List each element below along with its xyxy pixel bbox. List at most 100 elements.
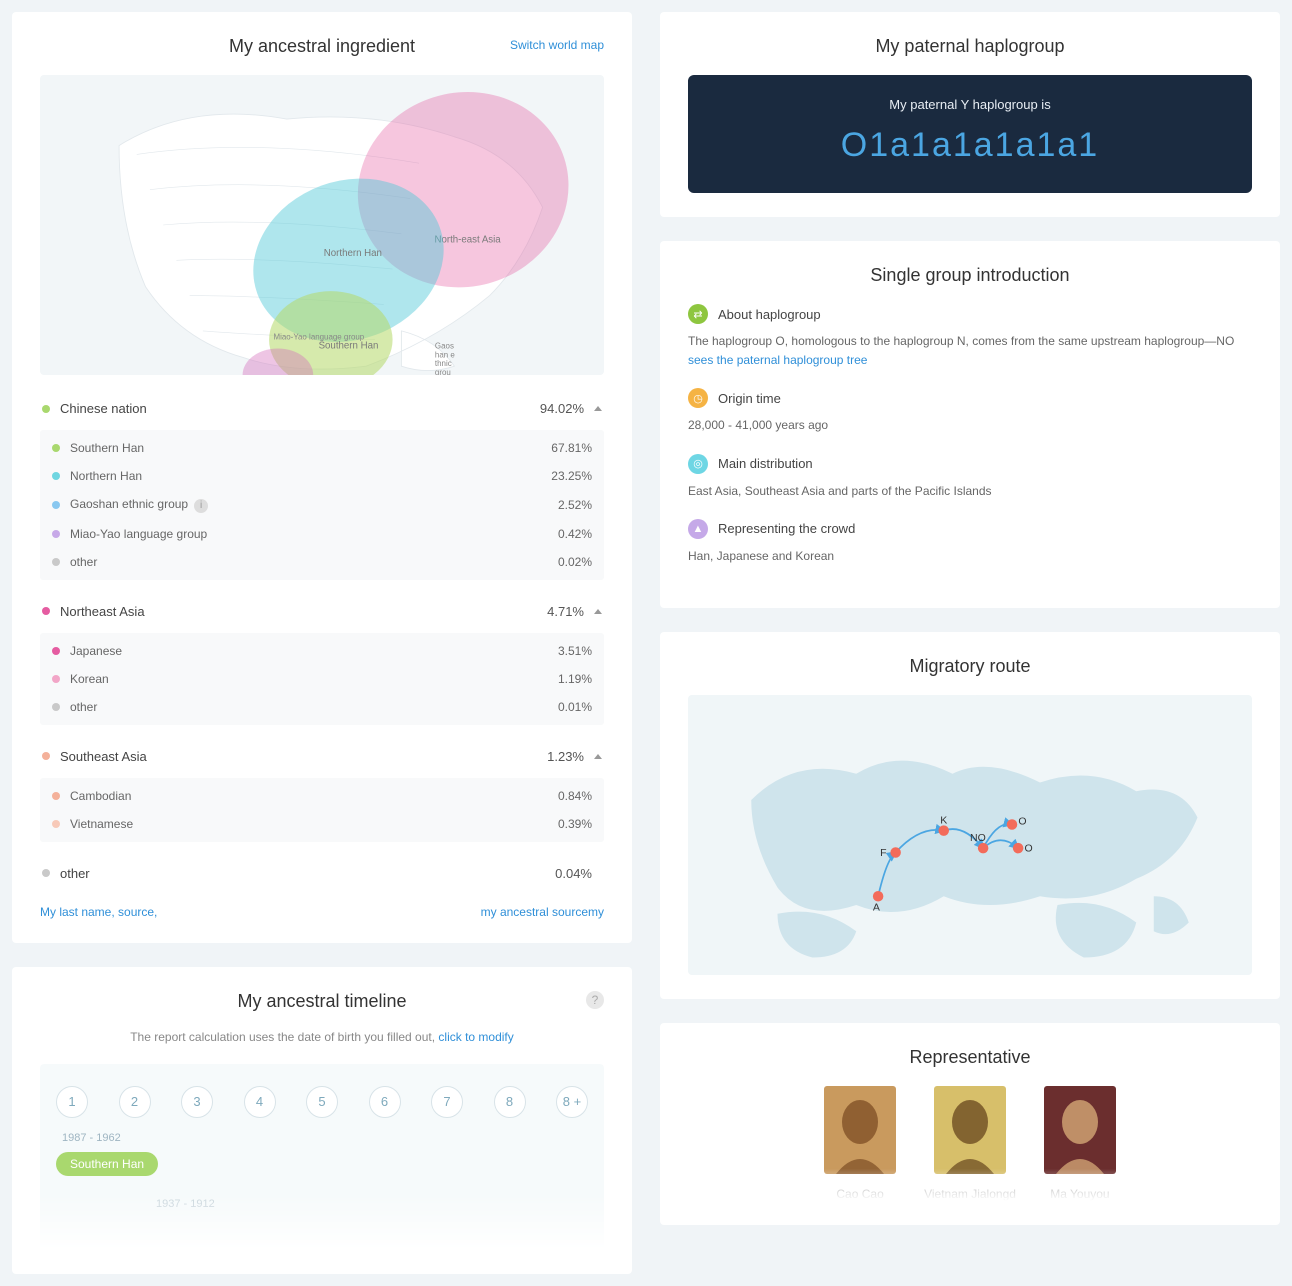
haplogroup-tree-link[interactable]: sees the paternal haplogroup tree	[688, 353, 867, 367]
svg-text:NO: NO	[970, 832, 986, 844]
intro-item: ▲ Representing the crowd Han, Japanese and…	[688, 519, 1252, 566]
intro-icon: ⇄	[688, 304, 708, 324]
subgroup-name: Southern Han	[70, 441, 551, 455]
ancestry-group-header[interactable]: other0.04%	[40, 856, 604, 891]
ancestral-title: My ancestral ingredient Switch world map	[40, 36, 604, 57]
intro-icon: ▲	[688, 519, 708, 539]
group-percent: 4.71%	[547, 604, 584, 619]
ancestry-subgroup-list: Cambodian0.84%Vietnamese0.39%	[40, 778, 604, 842]
svg-text:Miao-Yao language group: Miao-Yao language group	[273, 333, 364, 342]
group-name: Southeast Asia	[60, 749, 547, 764]
ancestry-groups: Chinese nation94.02%Southern Han67.81%No…	[40, 391, 604, 891]
migration-title: Migratory route	[688, 656, 1252, 677]
ancestry-sub-row: Vietnamese0.39%	[40, 810, 604, 838]
ancestry-sub-row: Southern Han67.81%	[40, 434, 604, 462]
representative-title: Representative	[688, 1047, 1252, 1068]
subgroup-color-dot	[52, 530, 60, 538]
generation-node[interactable]: 3	[181, 1086, 213, 1118]
intro-title: Single group introduction	[688, 265, 1252, 286]
generation-range-2: 1937 - 1912	[156, 1198, 588, 1210]
group-percent: 0.04%	[555, 866, 592, 881]
subgroup-percent: 0.39%	[558, 817, 592, 831]
portrait-icon	[1044, 1086, 1116, 1174]
ancestry-sub-row: Gaoshan ethnic groupi2.52%	[40, 490, 604, 520]
group-color-dot	[42, 869, 50, 877]
timeline-title: My ancestral timeline ?	[40, 991, 604, 1012]
ancestry-sub-row: Northern Han23.25%	[40, 462, 604, 490]
intro-item: ◷Origin time28,000 - 41,000 years ago	[688, 388, 1252, 435]
haplogroup-title: My paternal haplogroup	[688, 36, 1252, 57]
generation-node[interactable]: 4	[244, 1086, 276, 1118]
intro-item-title: Representing the crowd	[718, 521, 855, 536]
ancestral-ingredient-card: My ancestral ingredient Switch world map…	[12, 12, 632, 943]
chevron-up-icon	[594, 609, 602, 614]
group-name: Northeast Asia	[60, 604, 547, 619]
intro-icon: ◷	[688, 388, 708, 408]
ancestry-group-header[interactable]: Northeast Asia4.71%	[40, 594, 604, 629]
ancestry-subgroup-list: Japanese3.51%Korean1.19%other0.01%	[40, 633, 604, 725]
subgroup-percent: 23.25%	[551, 469, 592, 483]
ancestry-sub-row: Japanese3.51%	[40, 637, 604, 665]
generation-node[interactable]: 5	[306, 1086, 338, 1118]
intro-item: ⇄ About haplogroup The haplogroup O, homol…	[688, 304, 1252, 370]
info-icon[interactable]: i	[194, 499, 208, 513]
migration-map[interactable]: AFKNOOO	[688, 695, 1252, 975]
svg-text:thnic: thnic	[435, 359, 452, 368]
subgroup-percent: 2.52%	[558, 498, 592, 512]
ancestral-sourcemy-link[interactable]: my ancestral sourcemy	[481, 905, 604, 919]
svg-text:A: A	[873, 901, 880, 913]
timeline-help-icon[interactable]: ?	[586, 991, 604, 1009]
svg-text:Northern Han: Northern Han	[324, 248, 382, 259]
subgroup-name: Miao-Yao language group	[70, 527, 558, 541]
subgroup-percent: 1.19%	[558, 672, 592, 686]
representative-card: Representative Cao Cao Vietnam Jialongd …	[660, 1023, 1280, 1225]
subgroup-percent: 3.51%	[558, 644, 592, 658]
subgroup-color-dot	[52, 647, 60, 655]
portrait-icon	[934, 1086, 1006, 1174]
representative-name: Vietnam Jialongd	[924, 1187, 1016, 1201]
generation-node[interactable]: 8	[494, 1086, 526, 1118]
svg-text:grou: grou	[435, 368, 451, 375]
ancestral-title-text: My ancestral ingredient	[229, 36, 415, 56]
generation-node[interactable]: 2	[119, 1086, 151, 1118]
timeline-subtitle: The report calculation uses the date of …	[40, 1030, 604, 1044]
timeline-region-pill[interactable]: Southern Han	[56, 1152, 158, 1176]
paternal-haplogroup-card: My paternal haplogroup My paternal Y hap…	[660, 12, 1280, 217]
subgroup-color-dot	[52, 820, 60, 828]
subgroup-name: Gaoshan ethnic groupi	[70, 497, 558, 513]
representative-name: Ma Youyou	[1044, 1187, 1116, 1201]
ancestral-map[interactable]: North-east Asia Northern Han Southern HanM…	[40, 75, 604, 375]
intro-item-title: Origin time	[718, 391, 781, 406]
subgroup-color-dot	[52, 675, 60, 683]
group-name: Chinese nation	[60, 401, 540, 416]
intro-item-title: Main distribution	[718, 456, 813, 471]
subgroup-name: other	[70, 700, 558, 714]
ancestry-sub-row: other0.01%	[40, 693, 604, 721]
representative-name: Cao Cao	[824, 1187, 896, 1201]
haplogroup-code: O1a1a1a1a1a1	[704, 126, 1236, 165]
intro-item-body: Han, Japanese and Korean	[688, 547, 1252, 566]
click-to-modify-link[interactable]: click to modify	[438, 1030, 513, 1044]
intro-item-body: The haplogroup O, homologous to the hapl…	[688, 332, 1252, 370]
generation-node[interactable]: 1	[56, 1086, 88, 1118]
ancestry-group-header[interactable]: Southeast Asia1.23%	[40, 739, 604, 774]
intro-icon: ◎	[688, 454, 708, 474]
intro-item-title: About haplogroup	[718, 307, 821, 322]
svg-text:North-east Asia: North-east Asia	[434, 235, 501, 246]
ancestry-subgroup-list: Southern Han67.81%Northern Han23.25%Gaos…	[40, 430, 604, 580]
timeline-title-text: My ancestral timeline	[237, 991, 406, 1011]
generation-node[interactable]: 6	[369, 1086, 401, 1118]
group-name: other	[60, 866, 555, 881]
switch-world-map-link[interactable]: Switch world map	[510, 38, 604, 52]
svg-text:K: K	[940, 815, 947, 827]
ancestry-sub-row: other0.02%	[40, 548, 604, 576]
generation-node[interactable]: 8 +	[556, 1086, 588, 1118]
subgroup-name: Vietnamese	[70, 817, 558, 831]
lastname-source-link[interactable]: My last name, source,	[40, 905, 157, 919]
subgroup-name: Japanese	[70, 644, 558, 658]
ancestry-group-header[interactable]: Chinese nation94.02%	[40, 391, 604, 426]
generation-node[interactable]: 7	[431, 1086, 463, 1118]
haplogroup-box: My paternal Y haplogroup is O1a1a1a1a1a1	[688, 75, 1252, 193]
group-percent: 1.23%	[547, 749, 584, 764]
svg-text:Southern Han: Southern Han	[319, 341, 379, 352]
